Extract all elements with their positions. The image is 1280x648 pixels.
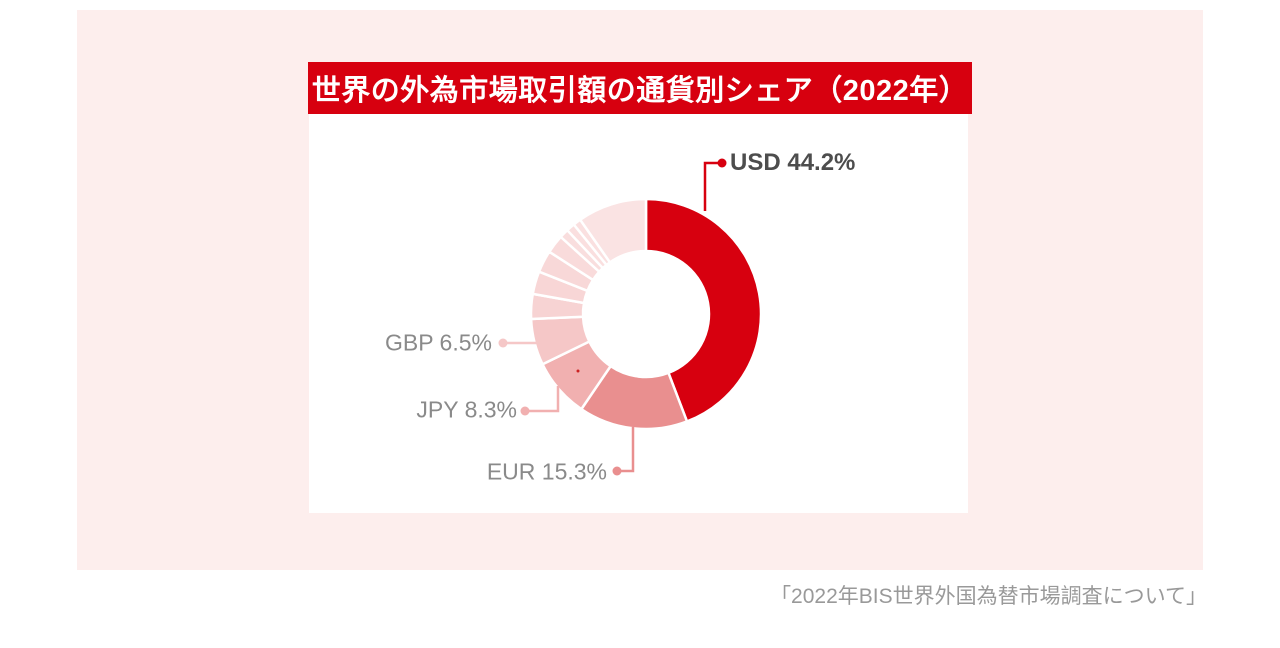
leader-line-jpy	[528, 386, 560, 413]
callout-label-usd: USD 44.2%	[730, 149, 856, 176]
leader-dot-gbp	[498, 338, 508, 348]
leader-dot-usd	[717, 158, 727, 168]
stray-mark	[576, 369, 580, 373]
donut-segment-usd	[644, 197, 763, 423]
leader-dot-eur	[612, 466, 622, 476]
callout-label-eur: EUR 15.3%	[486, 458, 607, 485]
leader-line-usd	[703, 161, 720, 211]
leader-line-eur	[620, 427, 635, 473]
donut-chart	[498, 158, 763, 476]
leader-dot-jpy	[520, 406, 530, 416]
source-note: 「2022年BIS世界外国為替市場調査について」	[770, 585, 1207, 608]
callout-label-jpy: JPY 8.3%	[416, 396, 517, 423]
callout-label-gbp: GBP 6.5%	[385, 329, 492, 356]
chart-title-banner: 世界の外為市場取引額の通貨別シェア（2022年）	[308, 62, 972, 114]
chart-card: USD 44.2% GBP 6.5% JPY 8.3% EUR 15.3%	[309, 114, 968, 513]
chart-title: 世界の外為市場取引額の通貨別シェア（2022年）	[311, 75, 969, 107]
donut-segment-other-11	[578, 197, 648, 264]
